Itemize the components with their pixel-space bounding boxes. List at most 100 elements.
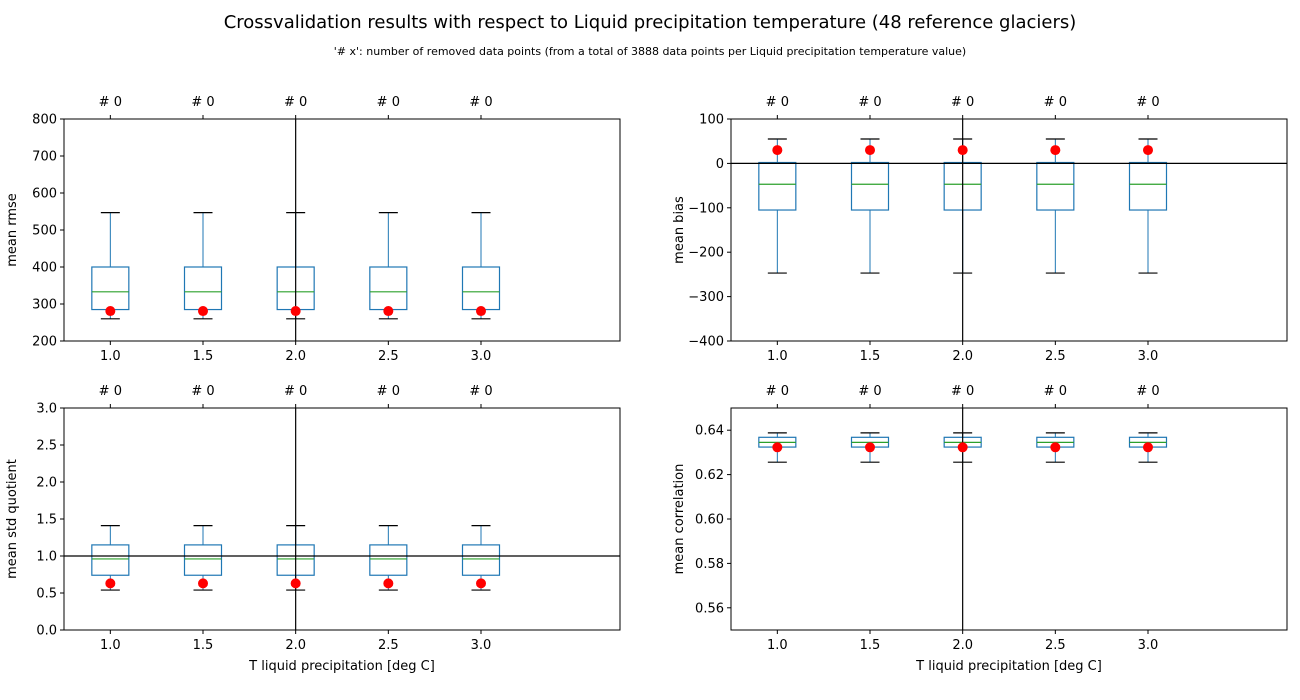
red-marker	[198, 578, 208, 589]
box-iqr	[91, 544, 130, 576]
x-tick-label: 3.0	[471, 349, 492, 364]
top-count-label: # 0	[858, 384, 881, 399]
y-tick-label: 0.56	[695, 601, 724, 616]
box-iqr	[91, 266, 130, 311]
y-tick-label: 3.0	[36, 402, 57, 417]
top-count-label: # 0	[1044, 384, 1067, 399]
box-iqr	[369, 266, 408, 311]
x-tick-label: 2.0	[285, 638, 306, 653]
x-tick-label: 2.5	[378, 638, 399, 653]
box-1.5	[850, 138, 890, 274]
box-iqr	[1036, 161, 1075, 211]
top-count-label: # 0	[377, 95, 400, 110]
top-count-label: # 0	[191, 95, 214, 110]
subplot-grid: 200 300 400 500 600 700 800 mean rmse 1.0 # 0 1.5 #…	[5, 95, 1288, 674]
y-tick-label: 200	[32, 335, 57, 350]
y-tick-label: 700	[32, 150, 57, 165]
x-tick-label: 1.5	[193, 638, 214, 653]
y-axis-label: mean bias	[672, 196, 687, 264]
top-count-label: # 0	[99, 384, 122, 399]
y-tick-label: 600	[32, 187, 57, 202]
box-1.0	[91, 212, 130, 320]
box-iqr	[369, 544, 408, 576]
red-marker	[290, 578, 301, 589]
red-marker	[865, 442, 875, 453]
box-2.5	[369, 525, 408, 591]
y-tick-label: 0	[716, 157, 724, 172]
y-tick-label: 0.58	[695, 557, 724, 572]
red-marker	[290, 306, 301, 317]
top-count-label: # 0	[858, 95, 881, 110]
y-tick-label: 0.0	[36, 624, 57, 639]
y-tick-label: 300	[32, 298, 57, 313]
x-tick-label: 2.5	[1045, 638, 1066, 653]
x-tick-label: 3.0	[1138, 638, 1159, 653]
red-marker	[198, 306, 208, 317]
red-marker	[957, 442, 968, 453]
y-axis-label: mean std quotient	[5, 459, 20, 579]
x-tick-label: 2.0	[952, 349, 973, 364]
box-2.5	[1036, 138, 1075, 274]
box-iqr	[183, 544, 223, 576]
top-count-label: # 0	[1044, 95, 1067, 110]
red-marker	[1143, 145, 1153, 156]
y-tick-label: 2.5	[36, 439, 57, 454]
y-tick-label: −300	[688, 290, 724, 305]
red-marker	[772, 145, 783, 156]
y-tick-label: −400	[688, 335, 724, 350]
x-tick-label: 1.0	[767, 349, 788, 364]
box-iqr	[758, 161, 797, 211]
x-tick-label: 3.0	[471, 638, 492, 653]
top-count-label: # 0	[951, 95, 974, 110]
box-1.5	[183, 212, 223, 320]
top-count-label: # 0	[284, 384, 307, 399]
x-axis-label: T liquid precipitation [deg C]	[248, 659, 435, 674]
top-count-label: # 0	[469, 95, 492, 110]
x-tick-label: 1.0	[767, 638, 788, 653]
box-2.5	[1036, 432, 1075, 463]
x-tick-label: 1.5	[860, 638, 881, 653]
box-iqr	[850, 161, 890, 211]
y-tick-label: −100	[688, 201, 724, 216]
top-count-label: # 0	[1136, 95, 1159, 110]
x-tick-label: 1.5	[860, 349, 881, 364]
red-marker	[383, 578, 394, 589]
x-tick-label: 2.5	[378, 349, 399, 364]
red-marker	[865, 145, 875, 156]
plot-area	[64, 408, 620, 630]
plot-area	[758, 408, 1168, 630]
x-axis-label: T liquid precipitation [deg C]	[915, 659, 1102, 674]
subplot-std: 0.0 0.5 1.0 1.5 2.0 2.5 3.0 mean std quotient 1.…	[5, 384, 621, 674]
top-count-label: # 0	[377, 384, 400, 399]
x-tick-label: 2.5	[1045, 349, 1066, 364]
subplot-bias: −400 −300 −200 −100 0 100 mean bias 1.0 # 0 1.5 # …	[672, 95, 1288, 364]
y-tick-label: −200	[688, 246, 724, 261]
subplot-corr: 0.56 0.58 0.60 0.62 0.64 mean correlation 1.0 #…	[672, 384, 1288, 674]
subplot-rmse: 200 300 400 500 600 700 800 mean rmse 1.0 # 0 1.5 #…	[5, 95, 621, 364]
top-count-label: # 0	[766, 384, 789, 399]
figure-subtitle: '# x': number of removed data points (fr…	[334, 45, 966, 58]
top-count-label: # 0	[99, 95, 122, 110]
axes-frame	[63, 118, 621, 342]
box-2.5	[369, 212, 408, 320]
red-marker	[957, 145, 968, 156]
box-1.0	[91, 525, 130, 591]
top-count-label: # 0	[191, 384, 214, 399]
top-count-label: # 0	[284, 95, 307, 110]
red-marker	[105, 578, 116, 589]
box-3.0	[461, 212, 501, 320]
red-marker	[476, 306, 486, 317]
box-iqr	[461, 266, 501, 311]
y-axis-label: mean correlation	[672, 464, 687, 575]
y-tick-label: 800	[32, 113, 57, 128]
top-count-label: # 0	[951, 384, 974, 399]
x-tick-label: 1.0	[100, 349, 121, 364]
red-marker	[1050, 145, 1061, 156]
y-tick-label: 1.0	[36, 550, 57, 565]
top-count-label: # 0	[1136, 384, 1159, 399]
y-tick-label: 0.62	[695, 468, 724, 483]
figure-title: Crossvalidation results with respect to …	[224, 12, 1077, 33]
y-tick-label: 500	[32, 224, 57, 239]
red-marker	[1050, 442, 1061, 453]
